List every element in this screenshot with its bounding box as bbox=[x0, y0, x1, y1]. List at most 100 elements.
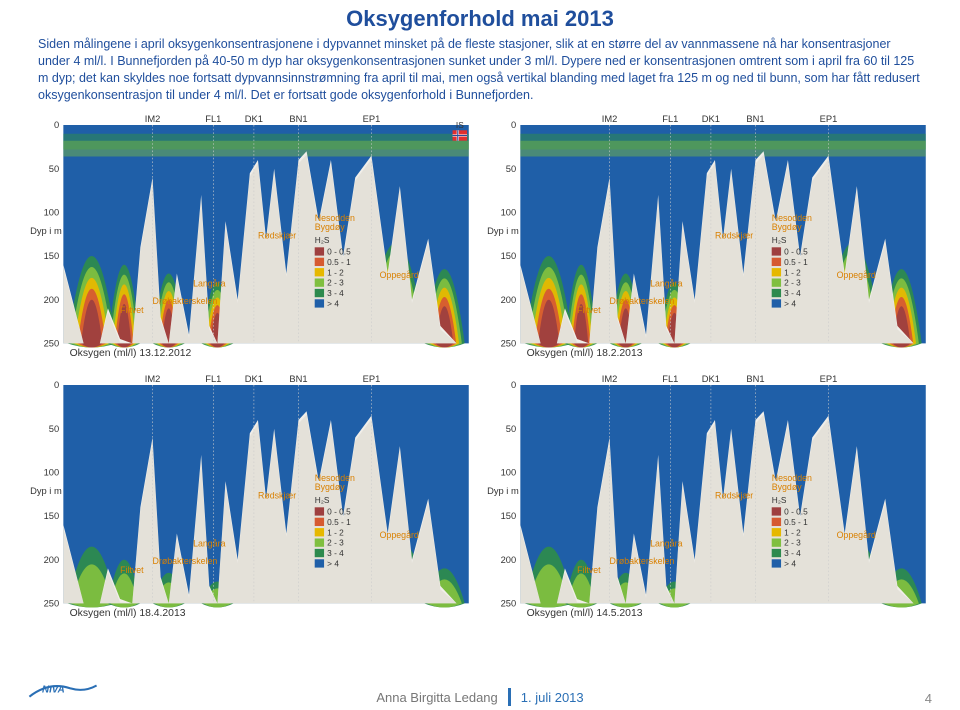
svg-text:Oppegård: Oppegård bbox=[380, 530, 419, 540]
chart-grid: IM2 FL1 DK1 BN1 EP1 0 50 100 150 200 250 Dyp i m Fil… bbox=[0, 106, 960, 611]
svg-text:3 - 4: 3 - 4 bbox=[784, 548, 801, 558]
svg-text:Langåra: Langåra bbox=[650, 539, 682, 549]
svg-text:250: 250 bbox=[44, 338, 60, 348]
svg-text:IM2: IM2 bbox=[145, 374, 161, 384]
svg-text:> 4: > 4 bbox=[327, 559, 339, 569]
svg-text:Drøbakterskelen: Drøbakterskelen bbox=[610, 556, 675, 566]
svg-text:150: 150 bbox=[44, 251, 60, 261]
svg-text:Rødskjær: Rødskjær bbox=[715, 491, 753, 501]
svg-text:Oksygen (ml/l) 18.2.2013: Oksygen (ml/l) 18.2.2013 bbox=[527, 347, 643, 358]
svg-text:150: 150 bbox=[501, 511, 517, 521]
svg-text:H₂S: H₂S bbox=[772, 235, 787, 245]
svg-text:BN1: BN1 bbox=[746, 374, 764, 384]
svg-text:EP1: EP1 bbox=[820, 113, 838, 123]
svg-text:Filtvet: Filtvet bbox=[120, 304, 144, 314]
svg-text:0.5 - 1: 0.5 - 1 bbox=[784, 517, 808, 527]
svg-text:50: 50 bbox=[506, 163, 516, 173]
svg-text:BN1: BN1 bbox=[289, 113, 307, 123]
svg-text:IS: IS bbox=[456, 120, 464, 130]
svg-text:Bygdøy: Bygdøy bbox=[772, 482, 803, 492]
svg-text:Langåra: Langåra bbox=[193, 539, 225, 549]
svg-text:200: 200 bbox=[44, 294, 60, 304]
svg-text:0: 0 bbox=[54, 380, 59, 390]
svg-text:100: 100 bbox=[44, 207, 60, 217]
svg-text:EP1: EP1 bbox=[363, 374, 381, 384]
panel-2: IM2FL1DK1BN1EP1050100150200250Dyp i mFil… bbox=[28, 368, 475, 622]
svg-text:2 - 3: 2 - 3 bbox=[327, 277, 344, 287]
svg-text:FL1: FL1 bbox=[662, 374, 678, 384]
svg-text:> 4: > 4 bbox=[784, 298, 796, 308]
svg-text:Oppegård: Oppegård bbox=[837, 530, 876, 540]
svg-text:BN1: BN1 bbox=[746, 113, 764, 123]
svg-text:1 - 2: 1 - 2 bbox=[327, 527, 344, 537]
svg-text:FL1: FL1 bbox=[205, 113, 221, 123]
svg-text:0 - 0.5: 0 - 0.5 bbox=[327, 246, 351, 256]
page-number: 4 bbox=[925, 691, 932, 706]
svg-text:3 - 4: 3 - 4 bbox=[327, 548, 344, 558]
svg-text:Bygdøy: Bygdøy bbox=[772, 221, 803, 231]
svg-text:0 - 0.5: 0 - 0.5 bbox=[784, 246, 808, 256]
svg-text:Langåra: Langåra bbox=[193, 278, 225, 288]
svg-text:Dyp i m: Dyp i m bbox=[30, 486, 62, 496]
svg-text:3 - 4: 3 - 4 bbox=[784, 288, 801, 298]
svg-text:IM2: IM2 bbox=[145, 113, 161, 123]
svg-text:IM2: IM2 bbox=[602, 113, 618, 123]
svg-text:0 - 0.5: 0 - 0.5 bbox=[327, 507, 351, 517]
svg-text:100: 100 bbox=[44, 467, 60, 477]
panel-1: IM2FL1DK1BN1EP1050100150200250Dyp i mFil… bbox=[485, 108, 932, 362]
svg-text:250: 250 bbox=[501, 338, 517, 348]
svg-text:Filtvet: Filtvet bbox=[120, 565, 144, 575]
footer-date: 1. juli 2013 bbox=[521, 690, 584, 705]
svg-text:FL1: FL1 bbox=[662, 113, 678, 123]
svg-text:EP1: EP1 bbox=[363, 113, 381, 123]
svg-text:Oksygen (ml/l) 18.4.2013: Oksygen (ml/l) 18.4.2013 bbox=[70, 608, 186, 619]
svg-text:DK1: DK1 bbox=[245, 374, 263, 384]
svg-text:Rødskjær: Rødskjær bbox=[258, 230, 296, 240]
svg-text:> 4: > 4 bbox=[784, 559, 796, 569]
svg-text:Drøbakterskelen: Drøbakterskelen bbox=[153, 296, 218, 306]
svg-text:Dyp i m: Dyp i m bbox=[30, 226, 62, 236]
footer-divider bbox=[508, 688, 511, 706]
panel-3: IM2FL1DK1BN1EP1050100150200250Dyp i mFil… bbox=[485, 368, 932, 622]
svg-text:150: 150 bbox=[501, 251, 517, 261]
svg-text:H₂S: H₂S bbox=[772, 495, 787, 505]
svg-text:Bygdøy: Bygdøy bbox=[315, 482, 346, 492]
svg-text:Filtvet: Filtvet bbox=[577, 565, 601, 575]
svg-text:150: 150 bbox=[44, 511, 60, 521]
svg-text:H₂S: H₂S bbox=[315, 235, 330, 245]
svg-text:2 - 3: 2 - 3 bbox=[784, 538, 801, 548]
svg-text:0: 0 bbox=[54, 120, 59, 130]
svg-text:Rødskjær: Rødskjær bbox=[715, 230, 753, 240]
svg-text:EP1: EP1 bbox=[820, 374, 838, 384]
svg-text:0: 0 bbox=[511, 380, 516, 390]
svg-text:0: 0 bbox=[511, 120, 516, 130]
svg-text:Langåra: Langåra bbox=[650, 278, 682, 288]
panel-0: IM2FL1DK1BN1EP1050100150200250Dyp i mFil… bbox=[28, 108, 475, 362]
svg-text:200: 200 bbox=[44, 555, 60, 565]
svg-text:DK1: DK1 bbox=[702, 113, 720, 123]
svg-text:50: 50 bbox=[49, 163, 59, 173]
svg-text:BN1: BN1 bbox=[289, 374, 307, 384]
svg-text:1 - 2: 1 - 2 bbox=[784, 527, 801, 537]
svg-text:1 - 2: 1 - 2 bbox=[327, 267, 344, 277]
svg-text:100: 100 bbox=[501, 207, 517, 217]
svg-text:250: 250 bbox=[44, 598, 60, 608]
svg-text:FL1: FL1 bbox=[205, 374, 221, 384]
svg-text:Oppegård: Oppegård bbox=[380, 269, 419, 279]
svg-text:200: 200 bbox=[501, 555, 517, 565]
svg-text:2 - 3: 2 - 3 bbox=[784, 277, 801, 287]
svg-text:Drøbakterskelen: Drøbakterskelen bbox=[610, 296, 675, 306]
footer-author: Anna Birgitta Ledang bbox=[376, 690, 497, 705]
svg-text:1 - 2: 1 - 2 bbox=[784, 267, 801, 277]
svg-text:IM2: IM2 bbox=[602, 374, 618, 384]
svg-text:Oksygen (ml/l) 13.12.2012: Oksygen (ml/l) 13.12.2012 bbox=[70, 347, 192, 358]
svg-text:Bygdøy: Bygdøy bbox=[315, 221, 346, 231]
page-title: Oksygenforhold mai 2013 bbox=[0, 0, 960, 32]
svg-text:Dyp i m: Dyp i m bbox=[487, 486, 519, 496]
svg-text:0.5 - 1: 0.5 - 1 bbox=[327, 517, 351, 527]
svg-text:0.5 - 1: 0.5 - 1 bbox=[327, 256, 351, 266]
footer: Anna Birgitta Ledang 1. juli 2013 bbox=[0, 688, 960, 706]
svg-text:Oksygen (ml/l) 14.5.2013: Oksygen (ml/l) 14.5.2013 bbox=[527, 608, 643, 619]
svg-text:200: 200 bbox=[501, 294, 517, 304]
svg-text:250: 250 bbox=[501, 598, 517, 608]
